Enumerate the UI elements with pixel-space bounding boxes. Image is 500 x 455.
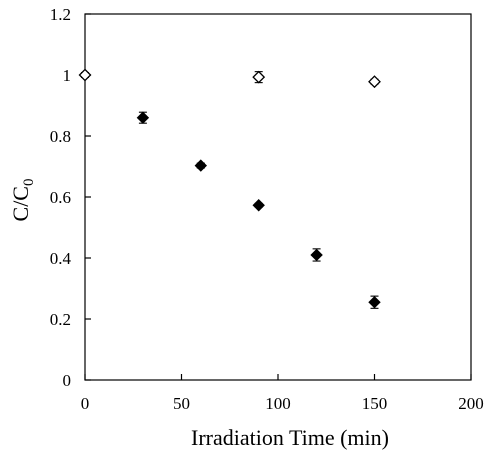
x-axis-title: Irradiation Time (min) — [191, 425, 389, 450]
y-tick-label: 1.2 — [50, 5, 71, 24]
data-points — [78, 68, 381, 309]
plot-frame — [84, 13, 472, 381]
filled-diamond-point — [136, 111, 150, 124]
filled-diamond-point — [368, 296, 381, 309]
filled-diamond-point — [310, 248, 323, 262]
y-tick-label: 0.2 — [50, 310, 71, 329]
filled-diamond-point — [252, 199, 265, 212]
y-tick-label: 0.4 — [50, 249, 72, 268]
axes — [84, 13, 472, 381]
y-tick-label: 1 — [63, 66, 72, 85]
y-axis-title-subscript: 0 — [21, 179, 37, 187]
x-tick-label: 0 — [81, 394, 90, 413]
y-tick-label: 0.8 — [50, 127, 71, 146]
open-diamond-point — [368, 75, 381, 89]
open-diamond-point — [252, 70, 266, 84]
x-tick-label: 50 — [173, 394, 190, 413]
open-diamond-point — [78, 68, 92, 82]
y-axis-title: C/C0 — [8, 179, 37, 222]
y-tick-label: 0.6 — [50, 188, 71, 207]
x-tick-label: 100 — [265, 394, 291, 413]
y-tick-label: 0 — [63, 371, 72, 390]
y-axis: 0 0.2 0.4 0.6 0.8 1 1.2 — [50, 5, 91, 390]
y-axis-title-main: C/C — [8, 186, 33, 221]
x-axis: 0 50 100 150 200 — [81, 374, 484, 413]
x-tick-label: 150 — [362, 394, 388, 413]
x-tick-label: 200 — [458, 394, 484, 413]
filled-diamond-point — [194, 159, 208, 172]
